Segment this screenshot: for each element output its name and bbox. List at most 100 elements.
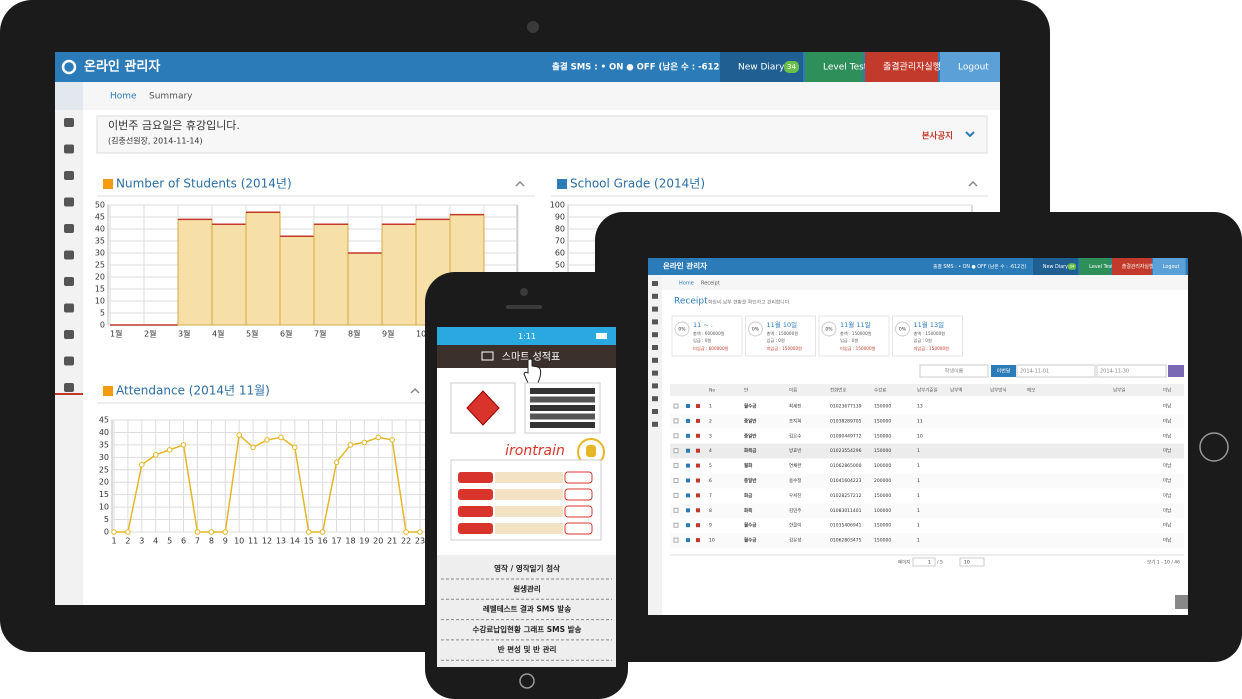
header-button[interactable] <box>805 52 863 82</box>
breadcrumb-home[interactable]: Home <box>110 92 137 102</box>
date-to[interactable] <box>1096 364 1167 378</box>
per-page-select[interactable] <box>959 557 985 567</box>
row-checkbox <box>673 403 679 409</box>
result-badge <box>564 471 593 484</box>
cell: 150000 <box>874 418 891 424</box>
menu-item[interactable]: 반 편성 및 반 관리 <box>498 644 557 654</box>
delete-icon <box>696 448 700 453</box>
row-checkbox <box>673 507 679 513</box>
menu-item[interactable]: 레벨테스트 결과 SMS 발송 <box>483 604 571 614</box>
cell: 3 <box>709 433 712 439</box>
table-row[interactable] <box>670 488 1184 504</box>
y-tick-label: 10 <box>99 503 109 512</box>
header-button[interactable] <box>940 52 1000 82</box>
point <box>389 437 395 443</box>
y-tick-label: 45 <box>95 213 105 222</box>
cell: 화목 <box>744 507 752 514</box>
result-badge <box>564 522 593 535</box>
cell: 김민주 <box>789 507 801 514</box>
table-row[interactable] <box>670 518 1184 534</box>
x-tick-label: 22 <box>401 537 411 546</box>
collapse-button[interactable] <box>968 180 978 187</box>
x-tick-label: 7 <box>195 537 200 546</box>
cell: 1 <box>917 508 920 514</box>
this-month-button[interactable] <box>991 365 1016 377</box>
header-button[interactable] <box>865 52 938 82</box>
y-tick-label: 5 <box>104 515 109 524</box>
table-row[interactable] <box>670 443 1184 459</box>
header-button[interactable] <box>1112 258 1152 275</box>
cell: 1 <box>917 538 920 544</box>
table-row[interactable] <box>670 533 1184 548</box>
result-badge <box>564 505 593 518</box>
edit-icon <box>686 493 690 498</box>
cell: 화금 <box>744 492 752 499</box>
page-input <box>912 557 936 567</box>
notice-toggle[interactable] <box>965 131 975 138</box>
title-bar <box>437 345 616 368</box>
table-row[interactable] <box>670 503 1184 519</box>
score-row <box>530 413 595 420</box>
menu-item[interactable]: 원생관리 <box>513 583 541 593</box>
collapse-button[interactable] <box>410 387 420 394</box>
search-button[interactable] <box>1168 365 1184 377</box>
point <box>139 462 145 468</box>
x-tick-label: 3 <box>139 537 144 546</box>
date-from[interactable] <box>1016 364 1096 378</box>
sidebar-active <box>55 82 83 110</box>
sidebar-icon[interactable] <box>64 171 74 180</box>
header-button[interactable] <box>1079 258 1111 275</box>
point <box>375 434 382 441</box>
column-header: 납부액 <box>950 387 962 394</box>
home-button[interactable] <box>1199 432 1229 462</box>
breadcrumb-current: Summary <box>149 92 193 102</box>
scroll-top-button[interactable] <box>1175 595 1188 609</box>
card-pct: 0% <box>752 327 760 333</box>
cell: 미납 <box>1163 417 1171 424</box>
header-button[interactable] <box>1152 258 1186 275</box>
breadcrumb-bar <box>83 82 1000 110</box>
sidebar-icon[interactable] <box>64 144 74 154</box>
x-tick-label: 5월 <box>246 329 258 339</box>
result-label <box>458 523 493 534</box>
x-tick-label: 6월 <box>280 329 292 339</box>
column-header: 납부방식 <box>990 387 1007 394</box>
menu-item[interactable]: 영작 / 영작일기 첨삭 <box>494 563 560 573</box>
table-row[interactable] <box>670 413 1184 429</box>
sidebar-icon[interactable] <box>64 383 74 392</box>
table-row[interactable] <box>670 399 1184 414</box>
cell: 150000 <box>874 448 891 454</box>
menu-item[interactable]: 수강료납입현황 그래프 SMS 발송 <box>473 624 582 634</box>
header-button[interactable] <box>1033 258 1079 275</box>
cell: 미납 <box>1163 477 1171 484</box>
sms-status: 출결 SMS : • ON ● OFF (남은 수 : -612건) <box>552 62 731 73</box>
collapse-button[interactable] <box>515 180 525 187</box>
sidebar-icon[interactable] <box>64 356 74 366</box>
pagination-label: 페이지 <box>898 559 910 566</box>
sidebar-icon[interactable] <box>64 277 74 286</box>
home-button[interactable] <box>519 673 535 689</box>
y-tick-label: 15 <box>99 490 109 499</box>
table-row[interactable] <box>670 458 1184 474</box>
progress-ring <box>674 321 690 337</box>
table-row[interactable] <box>670 473 1184 489</box>
cell: 01028257212 <box>830 493 862 499</box>
sidebar-icon[interactable] <box>64 303 74 313</box>
name-input[interactable] <box>919 364 989 378</box>
sidebar-icon[interactable] <box>64 250 74 260</box>
bar <box>177 218 213 326</box>
y-tick-label: 100 <box>550 201 565 210</box>
bar <box>347 252 383 326</box>
sidebar-icon[interactable] <box>64 197 74 207</box>
table-row[interactable] <box>670 428 1184 444</box>
cell: 용수정 <box>789 477 801 484</box>
sidebar-icon[interactable] <box>64 330 74 339</box>
x-tick-label: 16 <box>318 537 328 546</box>
sidebar-icon[interactable] <box>64 118 74 127</box>
sidebar-icon[interactable] <box>64 224 74 233</box>
cell: 01023554296 <box>830 448 862 454</box>
edit-icon <box>686 404 690 408</box>
card-paid: 입금 : 0원 <box>914 337 932 343</box>
sidebar-icon <box>652 421 658 427</box>
